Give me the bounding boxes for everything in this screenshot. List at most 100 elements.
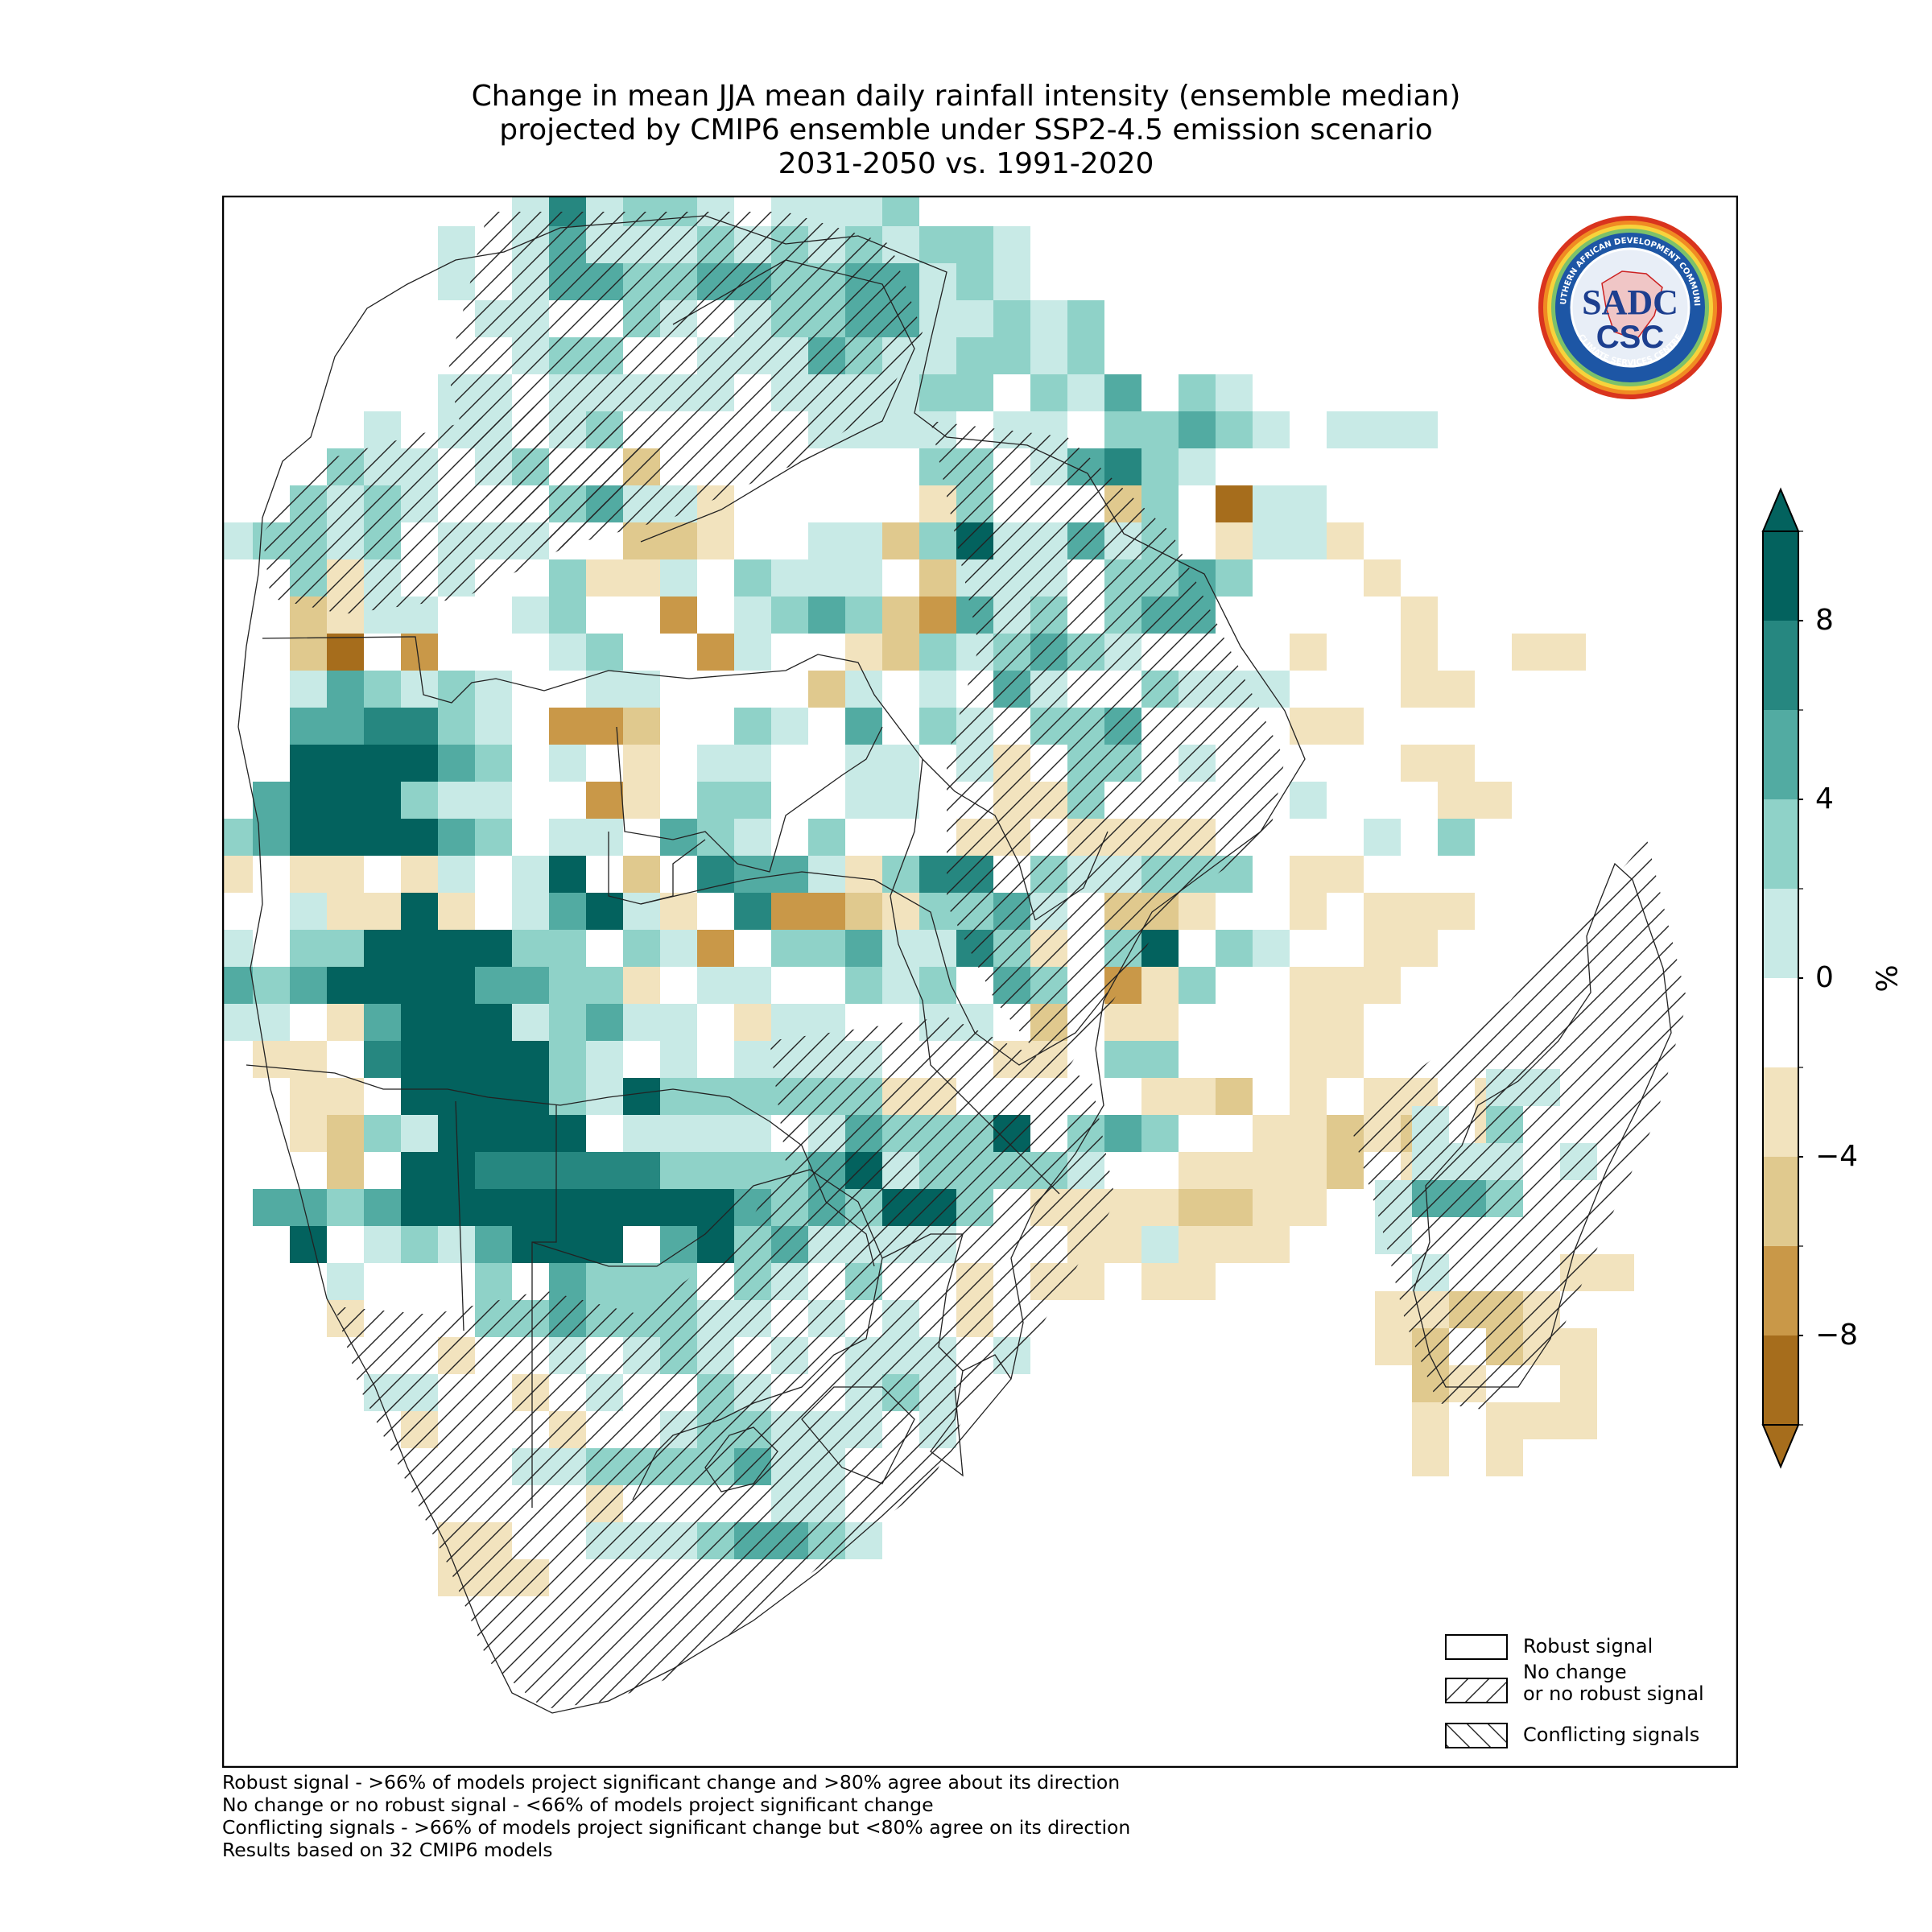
grid-cell	[919, 300, 956, 337]
grid-cell	[475, 671, 512, 708]
border-11	[930, 1370, 964, 1477]
grid-cell	[549, 1189, 586, 1226]
legend-conflicting-swatch	[1445, 1723, 1508, 1748]
grid-cell	[438, 893, 475, 930]
grid-cell	[253, 782, 290, 819]
grid-cell	[1327, 522, 1364, 559]
grid-cell	[845, 856, 882, 893]
grid-cell	[623, 1189, 660, 1226]
grid-cell	[956, 374, 993, 411]
grid-cell	[1327, 856, 1364, 893]
grid-cell	[1438, 819, 1475, 856]
grid-cell	[1290, 856, 1327, 893]
grid-cell	[549, 856, 586, 893]
grid-cell	[512, 930, 549, 967]
grid-cell	[222, 819, 253, 856]
legend-no-change-swatch	[1445, 1678, 1508, 1703]
grid-cell	[401, 1226, 438, 1263]
hatched-region-no-robust-signal	[931, 421, 1285, 1081]
grid-cell	[1179, 374, 1216, 411]
border-12	[801, 1386, 915, 1484]
grid-cell	[475, 1004, 512, 1041]
grid-cell	[253, 1004, 290, 1041]
grid-cell	[1216, 1078, 1253, 1115]
grid-cell	[512, 1078, 549, 1115]
grid-cell	[919, 930, 956, 967]
grid-cell	[327, 967, 364, 1004]
colorbar	[1761, 487, 1803, 1469]
grid-cell	[993, 300, 1030, 337]
grid-cell	[1401, 671, 1438, 708]
grid-cell	[1216, 1152, 1253, 1189]
grid-cell	[475, 782, 512, 819]
grid-cell	[919, 226, 956, 263]
grid-cell	[1067, 374, 1104, 411]
colorbar-tick-label: −8	[1815, 1319, 1859, 1352]
grid-cell	[438, 226, 475, 263]
grid-cell	[1412, 1439, 1449, 1476]
border-15	[1034, 831, 1108, 921]
grid-cell	[771, 930, 808, 967]
legend-no-change-label-2: or no robust signal	[1523, 1682, 1704, 1705]
grid-cell	[993, 263, 1030, 300]
grid-cell	[364, 930, 401, 967]
grid-cell	[1216, 1226, 1253, 1263]
grid-cell	[1290, 1078, 1327, 1115]
grid-cell	[475, 1041, 512, 1078]
grid-cell	[1253, 1189, 1290, 1226]
grid-cell	[327, 634, 364, 671]
grid-cell	[401, 819, 438, 856]
grid-cell	[845, 559, 882, 597]
grid-cell	[919, 708, 956, 745]
grid-cell	[697, 1189, 734, 1226]
hatched-region-no-robust-signal	[262, 405, 657, 614]
grid-cell	[512, 1189, 549, 1226]
grid-cell	[1030, 374, 1067, 411]
grid-cell	[1216, 559, 1253, 597]
grid-cell	[438, 930, 475, 967]
grid-cell	[1327, 1152, 1364, 1189]
grid-cell	[586, 1263, 623, 1300]
grid-cell	[1438, 671, 1475, 708]
grid-cell	[586, 671, 623, 708]
map-frame	[222, 196, 1738, 1768]
grid-cell	[253, 967, 290, 1004]
grid-cell	[290, 893, 327, 930]
grid-cell	[1512, 634, 1549, 671]
grid-cell	[1253, 930, 1290, 967]
grid-cell	[438, 1189, 475, 1226]
grid-cell	[401, 671, 438, 708]
grid-cell	[882, 930, 919, 967]
grid-cell	[401, 745, 438, 782]
grid-cell	[475, 745, 512, 782]
grid-cell	[1364, 967, 1401, 1004]
grid-cell	[512, 856, 549, 893]
grid-cell	[222, 522, 253, 559]
grid-cell	[1401, 411, 1438, 448]
grid-cell	[290, 856, 327, 893]
grid-cell	[1216, 374, 1253, 411]
grid-cell	[1327, 411, 1364, 448]
grid-cell	[512, 1115, 549, 1152]
grid-cell	[697, 930, 734, 967]
grid-cell	[734, 967, 771, 1004]
grid-cell	[327, 1078, 364, 1115]
grid-cell	[586, 1189, 623, 1226]
grid-cell	[549, 708, 586, 745]
grid-cell	[808, 819, 845, 856]
grid-cell	[1364, 559, 1401, 597]
grid-cell	[222, 967, 253, 1004]
grid-cell	[919, 263, 956, 300]
grid-cell	[401, 856, 438, 893]
grid-cell	[1290, 782, 1327, 819]
grid-cell	[1179, 411, 1216, 448]
hatched-region-no-robust-signal	[1349, 840, 1687, 1411]
grid-cell	[290, 1078, 327, 1115]
grid-cell	[1179, 1263, 1216, 1300]
grid-cell	[1030, 337, 1067, 374]
grid-cell	[697, 634, 734, 671]
grid-cell	[734, 782, 771, 819]
grid-cell	[364, 1115, 401, 1152]
grid-cell	[475, 1226, 512, 1263]
grid-cell	[1401, 597, 1438, 634]
